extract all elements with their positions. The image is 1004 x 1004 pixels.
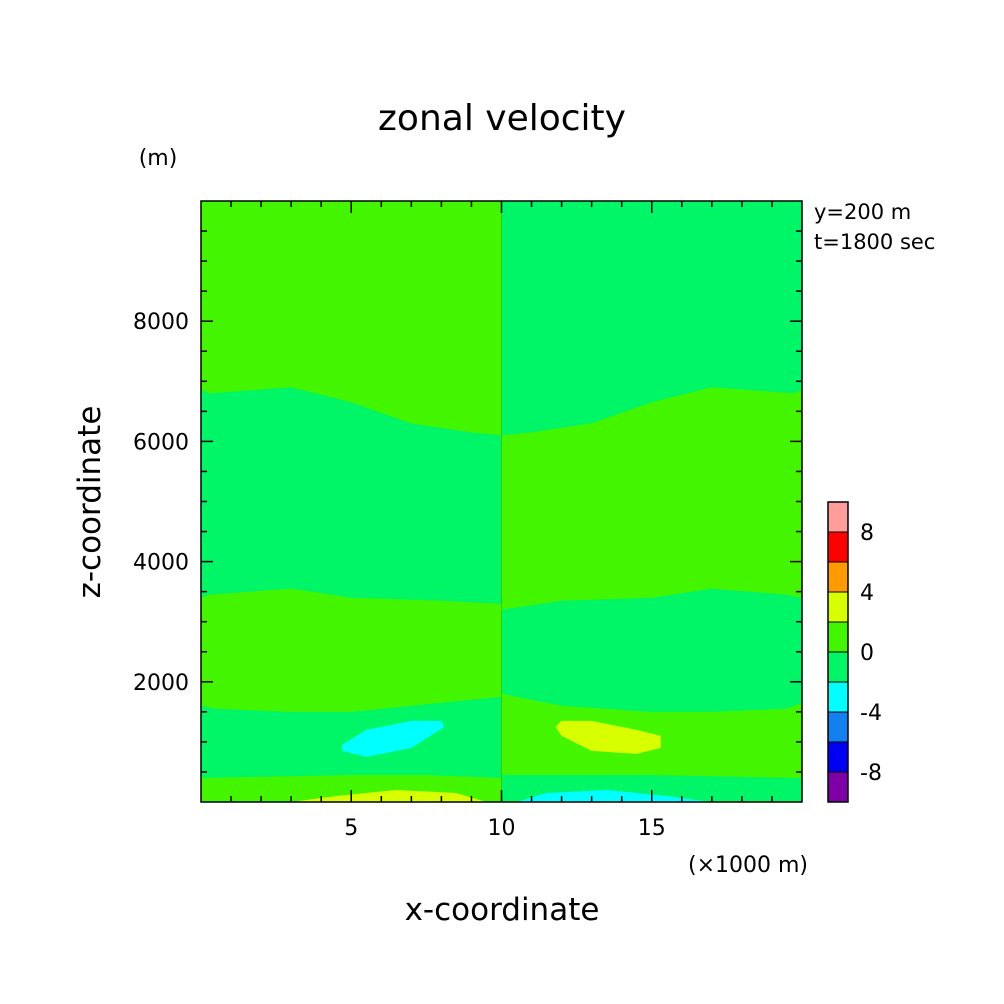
y-axis-unit: (m) xyxy=(139,146,178,171)
contour-field xyxy=(201,201,802,802)
chart-title: zonal velocity xyxy=(378,98,626,139)
region-left-middle-band xyxy=(201,588,502,712)
info-y-position: y=200 m xyxy=(814,200,911,224)
region-cyan-cell-mid xyxy=(342,720,445,757)
colorbar-swatch xyxy=(828,652,848,682)
colorbar-label: -8 xyxy=(860,761,882,786)
colorbar-label: 0 xyxy=(860,641,874,666)
colorbar-swatch xyxy=(828,592,848,622)
x-tick-label: 10 xyxy=(488,816,516,841)
region-cyan-cell-bottom xyxy=(516,790,712,802)
colorbar-label: 8 xyxy=(860,521,874,546)
colorbar-swatch xyxy=(828,502,848,532)
y-tick-label: 2000 xyxy=(133,671,189,696)
x-axis-unit: (×1000 m) xyxy=(688,853,808,878)
region-left-top-band xyxy=(201,201,502,436)
x-axis-title: x-coordinate xyxy=(405,892,600,928)
colorbar-swatch xyxy=(828,622,848,652)
colorbar-swatch xyxy=(828,742,848,772)
y-axis-title: z-coordinate xyxy=(72,406,108,599)
y-tick-label: 4000 xyxy=(133,551,189,576)
colorbar-label: -4 xyxy=(860,701,882,726)
colorbar: -8 -4 0 4 8 xyxy=(827,501,882,803)
x-tick-label: 15 xyxy=(638,816,666,841)
region-yellow-cell-bottom xyxy=(291,790,487,802)
colorbar-frame xyxy=(827,501,849,803)
y-tick-label: 8000 xyxy=(133,310,189,335)
colorbar-swatch xyxy=(828,562,848,592)
colorbar-swatch xyxy=(828,682,848,712)
region-yellow-cell-mid xyxy=(555,720,661,754)
colorbar-swatch xyxy=(828,532,848,562)
y-axis: 2000 4000 6000 8000 xyxy=(133,230,802,773)
colorbar-swatch xyxy=(828,712,848,742)
x-axis: 5 10 15 xyxy=(230,201,773,841)
colorbar-swatch xyxy=(828,772,848,802)
colorbar-label: 4 xyxy=(860,581,874,606)
info-time: t=1800 sec xyxy=(814,230,935,254)
region-right-upper-band xyxy=(501,387,802,610)
y-tick-label: 6000 xyxy=(133,430,189,455)
x-tick-label: 5 xyxy=(344,816,358,841)
